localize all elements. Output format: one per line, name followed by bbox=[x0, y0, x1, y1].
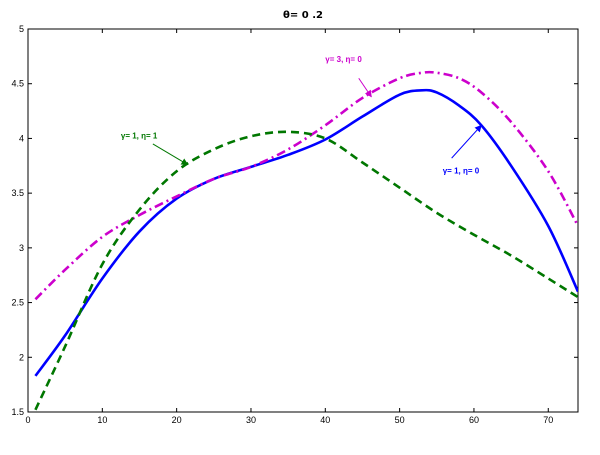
annotation-arrow bbox=[451, 124, 482, 159]
chart-title: θ= 0 .2 bbox=[283, 10, 323, 21]
y-tick-label: 3.5 bbox=[11, 188, 24, 198]
x-tick-label: 50 bbox=[395, 415, 405, 425]
y-axis: 1.5 2 2.5 3 3.5 4 4.5 5 bbox=[11, 24, 578, 417]
annotation-label: γ= 1, η= 1 bbox=[121, 131, 158, 140]
x-tick-label: 70 bbox=[543, 415, 553, 425]
x-tick-label: 20 bbox=[172, 415, 182, 425]
x-tick-label: 10 bbox=[97, 415, 107, 425]
y-tick-label: 2.5 bbox=[11, 298, 24, 308]
y-tick-label: 3 bbox=[19, 243, 24, 253]
annotation-layer: γ= 3, η= 0 γ= 1, η= 1 γ= 1, η= 0 bbox=[121, 55, 482, 175]
series-layer bbox=[34, 70, 578, 411]
annotation-label: γ= 3, η= 0 bbox=[325, 55, 362, 64]
series-line-magenta bbox=[34, 70, 578, 301]
x-tick-label: 30 bbox=[246, 415, 256, 425]
y-tick-label: 4 bbox=[19, 133, 24, 143]
y-tick-label: 4.5 bbox=[11, 79, 24, 89]
y-tick-label: 5 bbox=[19, 24, 24, 34]
y-tick-label: 1.5 bbox=[11, 407, 24, 417]
annotation-arrow bbox=[358, 77, 372, 98]
series-line-green bbox=[34, 130, 578, 411]
y-tick-label: 2 bbox=[19, 352, 24, 362]
x-tick-label: 0 bbox=[25, 415, 30, 425]
annotation-arrow bbox=[152, 143, 189, 166]
plot-area-frame bbox=[27, 28, 579, 413]
x-axis: 0 10 20 30 40 50 60 70 bbox=[25, 29, 553, 425]
x-tick-label: 40 bbox=[320, 415, 330, 425]
annotation-label: γ= 1, η= 0 bbox=[443, 166, 480, 175]
series-line-blue bbox=[34, 88, 578, 377]
x-tick-label: 60 bbox=[469, 415, 479, 425]
